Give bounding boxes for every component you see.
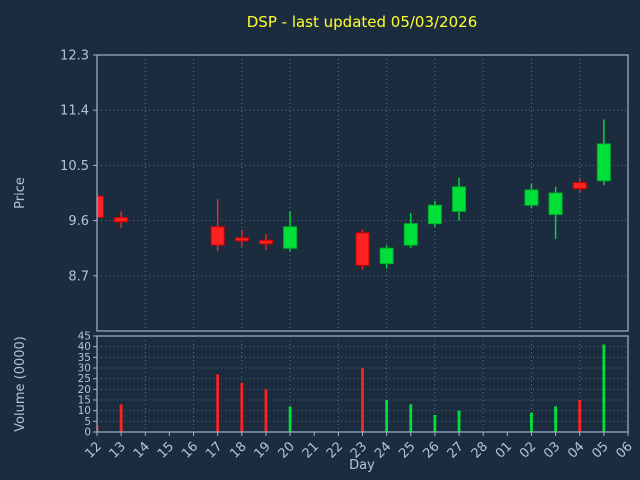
volume-axis-label: Volume (0000) <box>13 336 28 432</box>
volume-bar-day-27 <box>457 410 461 432</box>
volume-bar-day-02 <box>530 412 533 432</box>
price-tick-label: 9.6 <box>68 214 89 229</box>
x-tick-label: 16 <box>179 439 201 461</box>
volume-bar-day-24 <box>385 400 389 432</box>
volume-tick-label: 20 <box>78 384 91 396</box>
candle-body-day-13 <box>114 217 129 223</box>
x-tick-label: 15 <box>155 439 177 461</box>
x-tick-label: 03 <box>541 439 563 461</box>
volume-tick-label: 10 <box>78 405 91 417</box>
price-tick-label: 10.5 <box>60 159 89 174</box>
volume-tick-label: 15 <box>78 395 91 407</box>
x-tick-label: 12 <box>83 439 105 461</box>
candle-body-day-23 <box>355 232 370 266</box>
x-tick-label: 20 <box>276 439 298 461</box>
volume-bar-day-05 <box>602 344 606 432</box>
x-tick-label: 14 <box>131 439 153 461</box>
x-tick-label: 02 <box>517 439 539 461</box>
price-panel-frame <box>96 54 629 332</box>
price-axis-label: Price <box>13 177 28 209</box>
volume-panel-frame <box>96 335 629 433</box>
volume-tick-label: 40 <box>78 341 91 353</box>
x-tick-label: 04 <box>565 439 587 461</box>
x-tick-label: 28 <box>469 439 491 461</box>
candle-body-day-18 <box>234 237 249 242</box>
x-tick-label: 05 <box>589 439 611 461</box>
candle-body-day-04 <box>572 182 587 190</box>
candle-body-day-03 <box>548 192 563 215</box>
chart-title: DSP - last updated 05/03/2026 <box>247 13 478 31</box>
volume-tick-label: 0 <box>84 427 91 439</box>
x-tick-label: 24 <box>372 439 394 461</box>
volume-tick-label: 45 <box>78 331 91 343</box>
candle-body-day-26 <box>427 204 442 225</box>
x-tick-label: 19 <box>251 439 273 461</box>
volume-bar-day-18 <box>240 382 244 432</box>
candle-body-day-05 <box>596 143 611 182</box>
candle-body-day-24 <box>379 247 394 265</box>
candle-body-day-17 <box>210 226 225 246</box>
volume-tick-label: 5 <box>84 416 91 428</box>
x-tick-label: 17 <box>203 439 225 461</box>
x-tick-label: 21 <box>300 439 322 461</box>
x-tick-label: 26 <box>420 439 442 461</box>
x-tick-label: 27 <box>445 439 467 461</box>
volume-tick-label: 30 <box>78 363 91 375</box>
volume-bar-day-26 <box>433 414 437 432</box>
x-tick-label: 18 <box>227 439 249 461</box>
volume-bar-day-25 <box>409 404 413 432</box>
price-tick-label: 12.3 <box>60 49 89 64</box>
volume-bar-day-03 <box>554 406 557 432</box>
volume-bar-day-20 <box>288 406 292 432</box>
volume-bars-layer <box>97 344 606 432</box>
price-tick-label: 8.7 <box>68 269 89 284</box>
volume-bar-day-19 <box>264 389 268 432</box>
x-tick-label: 06 <box>614 439 636 461</box>
volume-bar-day-04 <box>578 400 582 432</box>
x-tick-label: 01 <box>493 439 515 461</box>
candle-body-day-25 <box>403 223 418 246</box>
volume-bar-day-23 <box>361 368 364 432</box>
volume-tick-label: 25 <box>78 373 91 385</box>
candle-body-day-12 <box>97 195 104 219</box>
volume-bar-day-17 <box>216 374 220 432</box>
x-tick-label: 13 <box>107 439 129 461</box>
x-tick-label: 22 <box>324 439 346 461</box>
price-tick-label: 11.4 <box>60 104 89 119</box>
volume-bar-day-13 <box>119 404 123 432</box>
candle-body-day-20 <box>283 226 298 249</box>
candle-body-day-27 <box>452 186 467 212</box>
volume-bar-day-12 <box>97 425 99 432</box>
x-axis-label: Day <box>349 458 375 473</box>
candle-body-day-02 <box>524 189 539 206</box>
x-tick-label: 25 <box>396 439 418 461</box>
candle-body-day-19 <box>258 239 273 245</box>
volume-tick-label: 35 <box>78 352 91 364</box>
candles-layer <box>97 119 611 270</box>
